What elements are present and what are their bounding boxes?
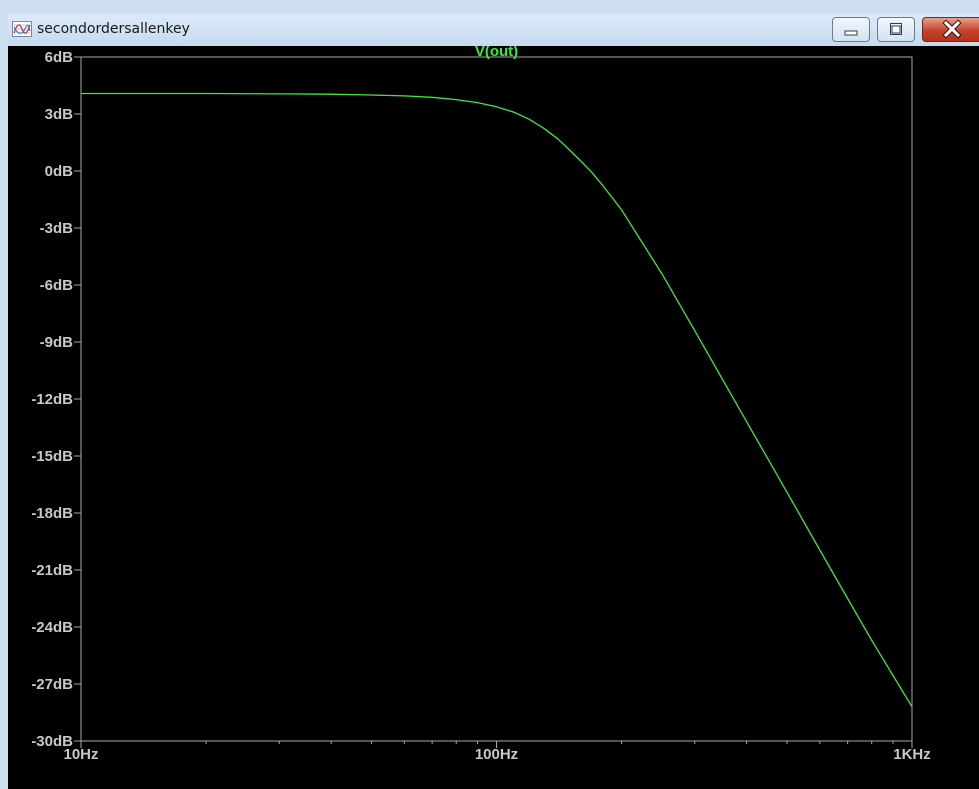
maximize-button[interactable] — [877, 17, 915, 42]
plot-canvas[interactable]: 6dB 3dB 0dB -3dB -6dB -9dB -12dB -15dB -18dB -21d… — [8, 46, 979, 789]
y-tick-label: -15dB — [31, 448, 73, 465]
close-button[interactable] — [922, 17, 979, 42]
y-tick-label: 6dB — [45, 49, 74, 66]
y-tick-label: 3dB — [45, 106, 74, 123]
y-tick-label: 0dB — [45, 163, 74, 180]
y-tick-label: -18dB — [31, 505, 73, 522]
y-tick-label: -30dB — [31, 733, 73, 750]
close-icon — [942, 19, 962, 39]
y-tick-label: -21dB — [31, 562, 73, 579]
trace-vout-line — [81, 92, 913, 708]
x-tick-label: 10Hz — [63, 746, 98, 763]
trace-title: V(out) — [475, 46, 518, 60]
waveform-app-icon — [12, 21, 32, 37]
y-tick-label: -27dB — [31, 676, 73, 693]
x-tick-label: 1KHz — [893, 746, 931, 763]
x-tick-label: 100Hz — [475, 746, 518, 763]
y-tick-label: -3dB — [40, 220, 74, 237]
y-tick-label: -6dB — [40, 277, 74, 294]
y-tick-label: -9dB — [40, 334, 74, 351]
y-tick-label: -24dB — [31, 619, 73, 636]
minimize-icon — [844, 30, 858, 36]
title-bar[interactable]: secondordersallenkey — [8, 14, 979, 46]
window-title: secondordersallenkey — [37, 21, 190, 37]
y-tick-label: -12dB — [31, 391, 73, 408]
maximize-icon — [890, 23, 902, 35]
plot-window: secondordersallenkey 6dB 3dB 0dB -3dB -6dB -9… — [8, 14, 979, 789]
minimize-button[interactable] — [832, 17, 870, 42]
plot-frame — [80, 56, 913, 742]
